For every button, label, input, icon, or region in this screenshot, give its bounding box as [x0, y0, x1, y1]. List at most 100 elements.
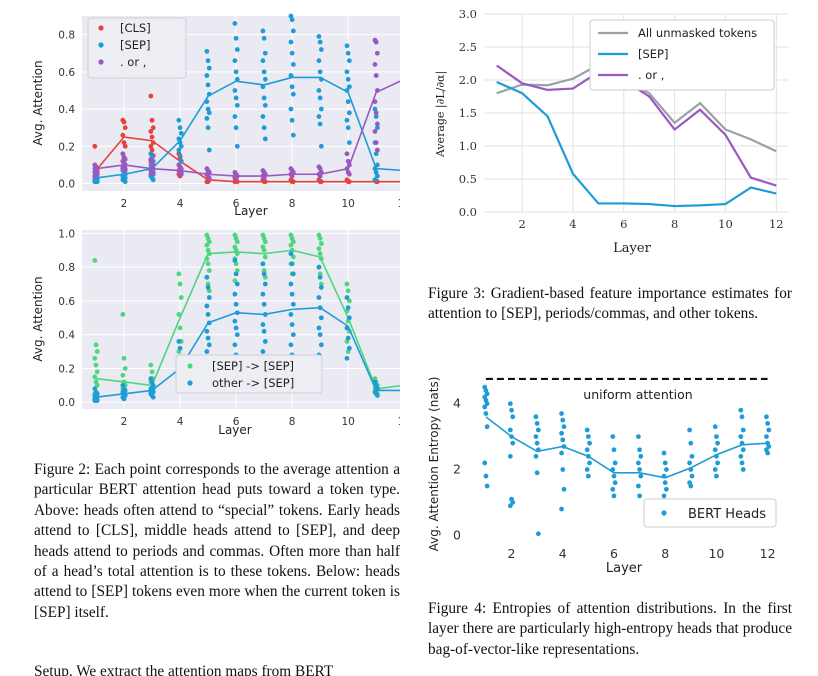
data-point — [290, 62, 296, 67]
data-point — [346, 140, 352, 145]
fig4-legend: BERT Heads — [643, 498, 777, 528]
data-point — [638, 453, 644, 459]
data-point — [584, 427, 590, 433]
legend-sep-label: [SEP] — [120, 38, 150, 52]
fig4-ylabel: Avg. Attention Entropy (nats) — [427, 377, 441, 552]
data-point — [635, 483, 641, 489]
x-tick-label: 8 — [289, 416, 296, 428]
y-tick-label: 0.5 — [459, 172, 477, 186]
data-point — [345, 125, 351, 131]
data-point — [205, 285, 211, 290]
data-point — [178, 130, 184, 136]
data-point — [765, 450, 771, 456]
fig2-caption: Figure 2: Each point corresponds to the … — [34, 460, 400, 623]
data-point — [610, 434, 616, 439]
fig2-bottom-chart: 2 4 6 8 10 12 0.0 0.2 0.4 0.6 0.8 1.0 Layer Avg. At… — [31, 228, 400, 437]
data-point — [233, 69, 239, 75]
fig2-bottom-legend: [SEP] -> [SEP] other -> [SEP] — [175, 354, 323, 394]
data-point — [148, 362, 154, 368]
data-point — [234, 332, 240, 338]
legend-heads-marker — [661, 510, 667, 516]
data-point — [232, 21, 238, 26]
data-point — [317, 332, 323, 338]
data-point — [289, 17, 295, 23]
data-point — [234, 47, 240, 52]
y-tick-label: 2 — [453, 462, 461, 477]
fig4-caption: Figure 4: Entropies of attention distrib… — [428, 599, 792, 660]
data-point — [316, 88, 322, 93]
data-point — [204, 115, 210, 121]
data-point — [232, 58, 238, 64]
data-point — [344, 355, 350, 361]
data-point — [373, 110, 379, 116]
data-point — [120, 312, 126, 317]
data-point — [92, 162, 98, 168]
data-point — [637, 493, 642, 499]
data-point — [121, 355, 127, 361]
legend-sep-label-f3: [SEP] — [638, 47, 668, 61]
data-point — [318, 47, 324, 52]
y-tick-label: 0.6 — [58, 67, 75, 79]
fig3-legend: All unmasked tokens [SEP] . or , — [589, 19, 775, 91]
data-point — [260, 114, 266, 119]
data-point — [561, 424, 567, 430]
data-point — [290, 301, 296, 307]
x-tick-label: 4 — [559, 546, 567, 561]
data-point — [611, 447, 617, 453]
data-point — [149, 369, 155, 375]
data-point — [260, 261, 266, 267]
data-point — [204, 328, 210, 334]
data-point — [234, 143, 240, 149]
data-point — [288, 281, 294, 287]
data-point — [204, 48, 210, 54]
x-tick-label: 2 — [508, 546, 516, 561]
data-point — [560, 437, 566, 443]
data-point — [234, 102, 240, 108]
y-tick-label: 0 — [453, 527, 461, 542]
data-point — [345, 76, 351, 82]
fig2-top-xlabel: Layer — [234, 204, 268, 218]
data-point — [148, 143, 154, 149]
data-point — [316, 34, 322, 39]
y-tick-label: 0.6 — [58, 296, 75, 308]
data-point — [662, 460, 668, 466]
data-point — [559, 450, 564, 456]
data-point — [715, 440, 721, 446]
data-point — [507, 401, 513, 407]
data-point — [372, 62, 378, 67]
data-point — [261, 268, 267, 273]
data-point — [740, 467, 746, 472]
data-point — [262, 102, 268, 108]
data-point — [289, 50, 295, 56]
data-point — [374, 393, 380, 398]
legend-sep-sep-marker — [187, 363, 193, 369]
data-point — [345, 158, 351, 164]
data-point — [714, 434, 719, 439]
data-point — [687, 460, 693, 466]
truncated-paragraph: Setup. We extract the attention maps fro… — [34, 662, 404, 676]
data-point — [346, 345, 352, 351]
data-point — [149, 134, 155, 140]
data-point — [288, 312, 294, 317]
data-point — [92, 257, 98, 263]
y-tick-label: 1.0 — [459, 139, 477, 153]
mean-line — [485, 416, 768, 479]
data-point — [233, 325, 239, 331]
data-point — [483, 411, 489, 416]
data-point — [205, 335, 211, 341]
series-line — [496, 80, 777, 208]
data-point — [318, 143, 324, 149]
data-point — [176, 312, 182, 317]
data-point — [373, 114, 379, 119]
x-tick-label: 2 — [121, 416, 128, 428]
data-point — [176, 117, 182, 123]
data-point — [374, 147, 380, 153]
fig4-xlabel: Layer — [606, 561, 643, 576]
y-tick-label: 0.0 — [459, 205, 477, 219]
x-tick-label: 10 — [341, 416, 354, 428]
data-point — [587, 460, 592, 466]
data-point — [587, 440, 592, 446]
mean-line — [95, 136, 400, 183]
data-point — [93, 342, 99, 348]
legend-sep-sep-label: [SEP] -> [SEP] — [212, 359, 294, 373]
